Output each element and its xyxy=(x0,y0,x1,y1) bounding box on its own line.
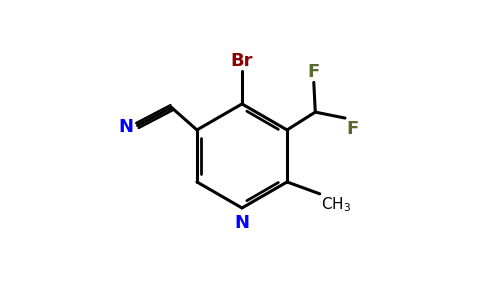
Text: CH$_3$: CH$_3$ xyxy=(321,195,351,214)
Text: Br: Br xyxy=(231,52,253,70)
Text: N: N xyxy=(118,118,133,136)
Text: N: N xyxy=(235,214,249,232)
Text: F: F xyxy=(347,120,359,138)
Text: F: F xyxy=(308,63,320,81)
